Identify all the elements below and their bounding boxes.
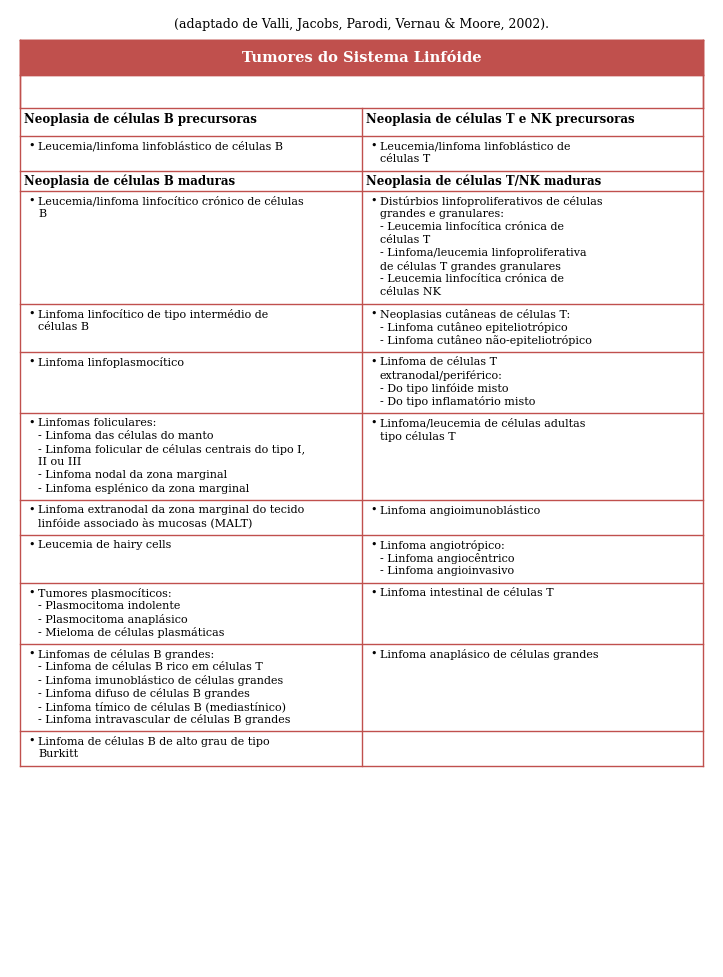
Text: Linfoma anaplásico de células grandes: Linfoma anaplásico de células grandes bbox=[380, 649, 599, 660]
Text: de células T grandes granulares: de células T grandes granulares bbox=[380, 261, 561, 272]
Text: •: • bbox=[28, 418, 35, 428]
Text: •: • bbox=[370, 357, 377, 367]
Text: células NK: células NK bbox=[380, 287, 441, 297]
Text: •: • bbox=[28, 649, 35, 659]
Text: - Mieloma de células plasmáticas: - Mieloma de células plasmáticas bbox=[38, 627, 225, 638]
Text: •: • bbox=[370, 649, 377, 659]
Text: Leucemia/linfoma linfocítico crónico de células: Leucemia/linfoma linfocítico crónico de … bbox=[38, 196, 304, 206]
Text: Linfomas de células B grandes:: Linfomas de células B grandes: bbox=[38, 649, 214, 660]
Text: (adaptado de Valli, Jacobs, Parodi, Vernau & Moore, 2002).: (adaptado de Valli, Jacobs, Parodi, Vern… bbox=[174, 18, 549, 31]
Text: - Linfoma nodal da zona marginal: - Linfoma nodal da zona marginal bbox=[38, 470, 227, 480]
Text: - Linfoma folicular de células centrais do tipo I,: - Linfoma folicular de células centrais … bbox=[38, 444, 305, 455]
Text: Linfoma angiotrópico:: Linfoma angiotrópico: bbox=[380, 540, 505, 551]
Text: •: • bbox=[28, 309, 35, 319]
Text: - Linfoma angiocêntrico: - Linfoma angiocêntrico bbox=[380, 553, 515, 564]
Text: Neoplasia de células B maduras: Neoplasia de células B maduras bbox=[24, 174, 235, 188]
Text: - Do tipo inflamatório misto: - Do tipo inflamatório misto bbox=[380, 396, 535, 407]
Text: Linfoma/leucemia de células adultas: Linfoma/leucemia de células adultas bbox=[380, 418, 586, 429]
Text: - Linfoma difuso de células B grandes: - Linfoma difuso de células B grandes bbox=[38, 688, 250, 699]
Text: •: • bbox=[370, 540, 377, 550]
Text: B: B bbox=[38, 209, 46, 219]
Text: - Linfoma/leucemia linfoproliferativa: - Linfoma/leucemia linfoproliferativa bbox=[380, 248, 586, 258]
Text: Leucemia/linfoma linfoblástico de: Leucemia/linfoma linfoblástico de bbox=[380, 141, 570, 151]
Text: - Linfoma cutâneo não-epiteliotrópico: - Linfoma cutâneo não-epiteliotrópico bbox=[380, 335, 592, 346]
Text: •: • bbox=[28, 505, 35, 515]
Text: - Linfoma esplénico da zona marginal: - Linfoma esplénico da zona marginal bbox=[38, 483, 249, 494]
Text: - Linfoma intravascular de células B grandes: - Linfoma intravascular de células B gra… bbox=[38, 714, 291, 725]
Text: Leucemia de hairy cells: Leucemia de hairy cells bbox=[38, 540, 171, 550]
Text: •: • bbox=[28, 357, 35, 367]
Text: •: • bbox=[370, 418, 377, 428]
Text: II ou III: II ou III bbox=[38, 457, 82, 467]
Text: •: • bbox=[370, 196, 377, 206]
Text: - Linfoma imunoblástico de células grandes: - Linfoma imunoblástico de células grand… bbox=[38, 675, 283, 686]
Text: - Plasmocitoma indolente: - Plasmocitoma indolente bbox=[38, 601, 180, 611]
Text: - Plasmocitoma anaplásico: - Plasmocitoma anaplásico bbox=[38, 614, 188, 625]
Text: •: • bbox=[28, 588, 35, 598]
Text: - Do tipo linfóide misto: - Do tipo linfóide misto bbox=[380, 383, 508, 394]
Text: Tumores plasmocíticos:: Tumores plasmocíticos: bbox=[38, 588, 171, 599]
Text: •: • bbox=[370, 309, 377, 319]
Text: Neoplasia de células T/NK maduras: Neoplasia de células T/NK maduras bbox=[366, 174, 602, 188]
Text: células T: células T bbox=[380, 235, 430, 245]
Text: Distúrbios linfoproliferativos de células: Distúrbios linfoproliferativos de célula… bbox=[380, 196, 603, 207]
Text: •: • bbox=[28, 540, 35, 550]
Text: - Linfoma das células do manto: - Linfoma das células do manto bbox=[38, 431, 213, 441]
Text: grandes e granulares:: grandes e granulares: bbox=[380, 209, 504, 219]
Text: - Leucemia linfocítica crónica de: - Leucemia linfocítica crónica de bbox=[380, 274, 564, 284]
Text: Linfoma linfocítico de tipo intermédio de: Linfoma linfocítico de tipo intermédio d… bbox=[38, 309, 268, 320]
Text: •: • bbox=[28, 196, 35, 206]
Text: - Linfoma tímico de células B (mediastínico): - Linfoma tímico de células B (mediastín… bbox=[38, 701, 286, 712]
Text: Linfoma intestinal de células T: Linfoma intestinal de células T bbox=[380, 588, 554, 598]
Text: Leucemia/linfoma linfoblástico de células B: Leucemia/linfoma linfoblástico de célula… bbox=[38, 141, 283, 151]
Text: Tumores do Sistema Linfóide: Tumores do Sistema Linfóide bbox=[241, 52, 482, 65]
Text: •: • bbox=[28, 141, 35, 151]
Text: células B: células B bbox=[38, 322, 89, 332]
Text: - Leucemia linfocítica crónica de: - Leucemia linfocítica crónica de bbox=[380, 222, 564, 232]
Text: Linfoma angioimunoblástico: Linfoma angioimunoblástico bbox=[380, 505, 540, 516]
Text: células T: células T bbox=[380, 154, 430, 164]
Text: Linfomas foliculares:: Linfomas foliculares: bbox=[38, 418, 156, 428]
Text: Linfoma de células B de alto grau de tipo: Linfoma de células B de alto grau de tip… bbox=[38, 736, 270, 747]
Text: tipo células T: tipo células T bbox=[380, 431, 455, 442]
Text: extranodal/periférico:: extranodal/periférico: bbox=[380, 370, 503, 381]
Text: •: • bbox=[28, 736, 35, 746]
Text: •: • bbox=[370, 505, 377, 515]
Text: •: • bbox=[370, 588, 377, 598]
Text: - Linfoma angioinvasivo: - Linfoma angioinvasivo bbox=[380, 566, 514, 576]
Text: Linfoma de células T: Linfoma de células T bbox=[380, 357, 497, 367]
Text: Linfoma extranodal da zona marginal do tecido: Linfoma extranodal da zona marginal do t… bbox=[38, 505, 304, 515]
Text: •: • bbox=[370, 141, 377, 151]
Text: Burkitt: Burkitt bbox=[38, 749, 78, 759]
Text: Neoplasias cutâneas de células T:: Neoplasias cutâneas de células T: bbox=[380, 309, 570, 320]
Text: Linfoma linfoplasmocítico: Linfoma linfoplasmocítico bbox=[38, 357, 184, 368]
Text: Neoplasia de células B precursoras: Neoplasia de células B precursoras bbox=[24, 112, 257, 125]
Text: linfóide associado às mucosas (MALT): linfóide associado às mucosas (MALT) bbox=[38, 518, 252, 529]
Text: - Linfoma de células B rico em células T: - Linfoma de células B rico em células T bbox=[38, 662, 262, 672]
Text: Neoplasia de células T e NK precursoras: Neoplasia de células T e NK precursoras bbox=[366, 112, 635, 125]
Text: - Linfoma cutâneo epiteliotrópico: - Linfoma cutâneo epiteliotrópico bbox=[380, 322, 568, 333]
